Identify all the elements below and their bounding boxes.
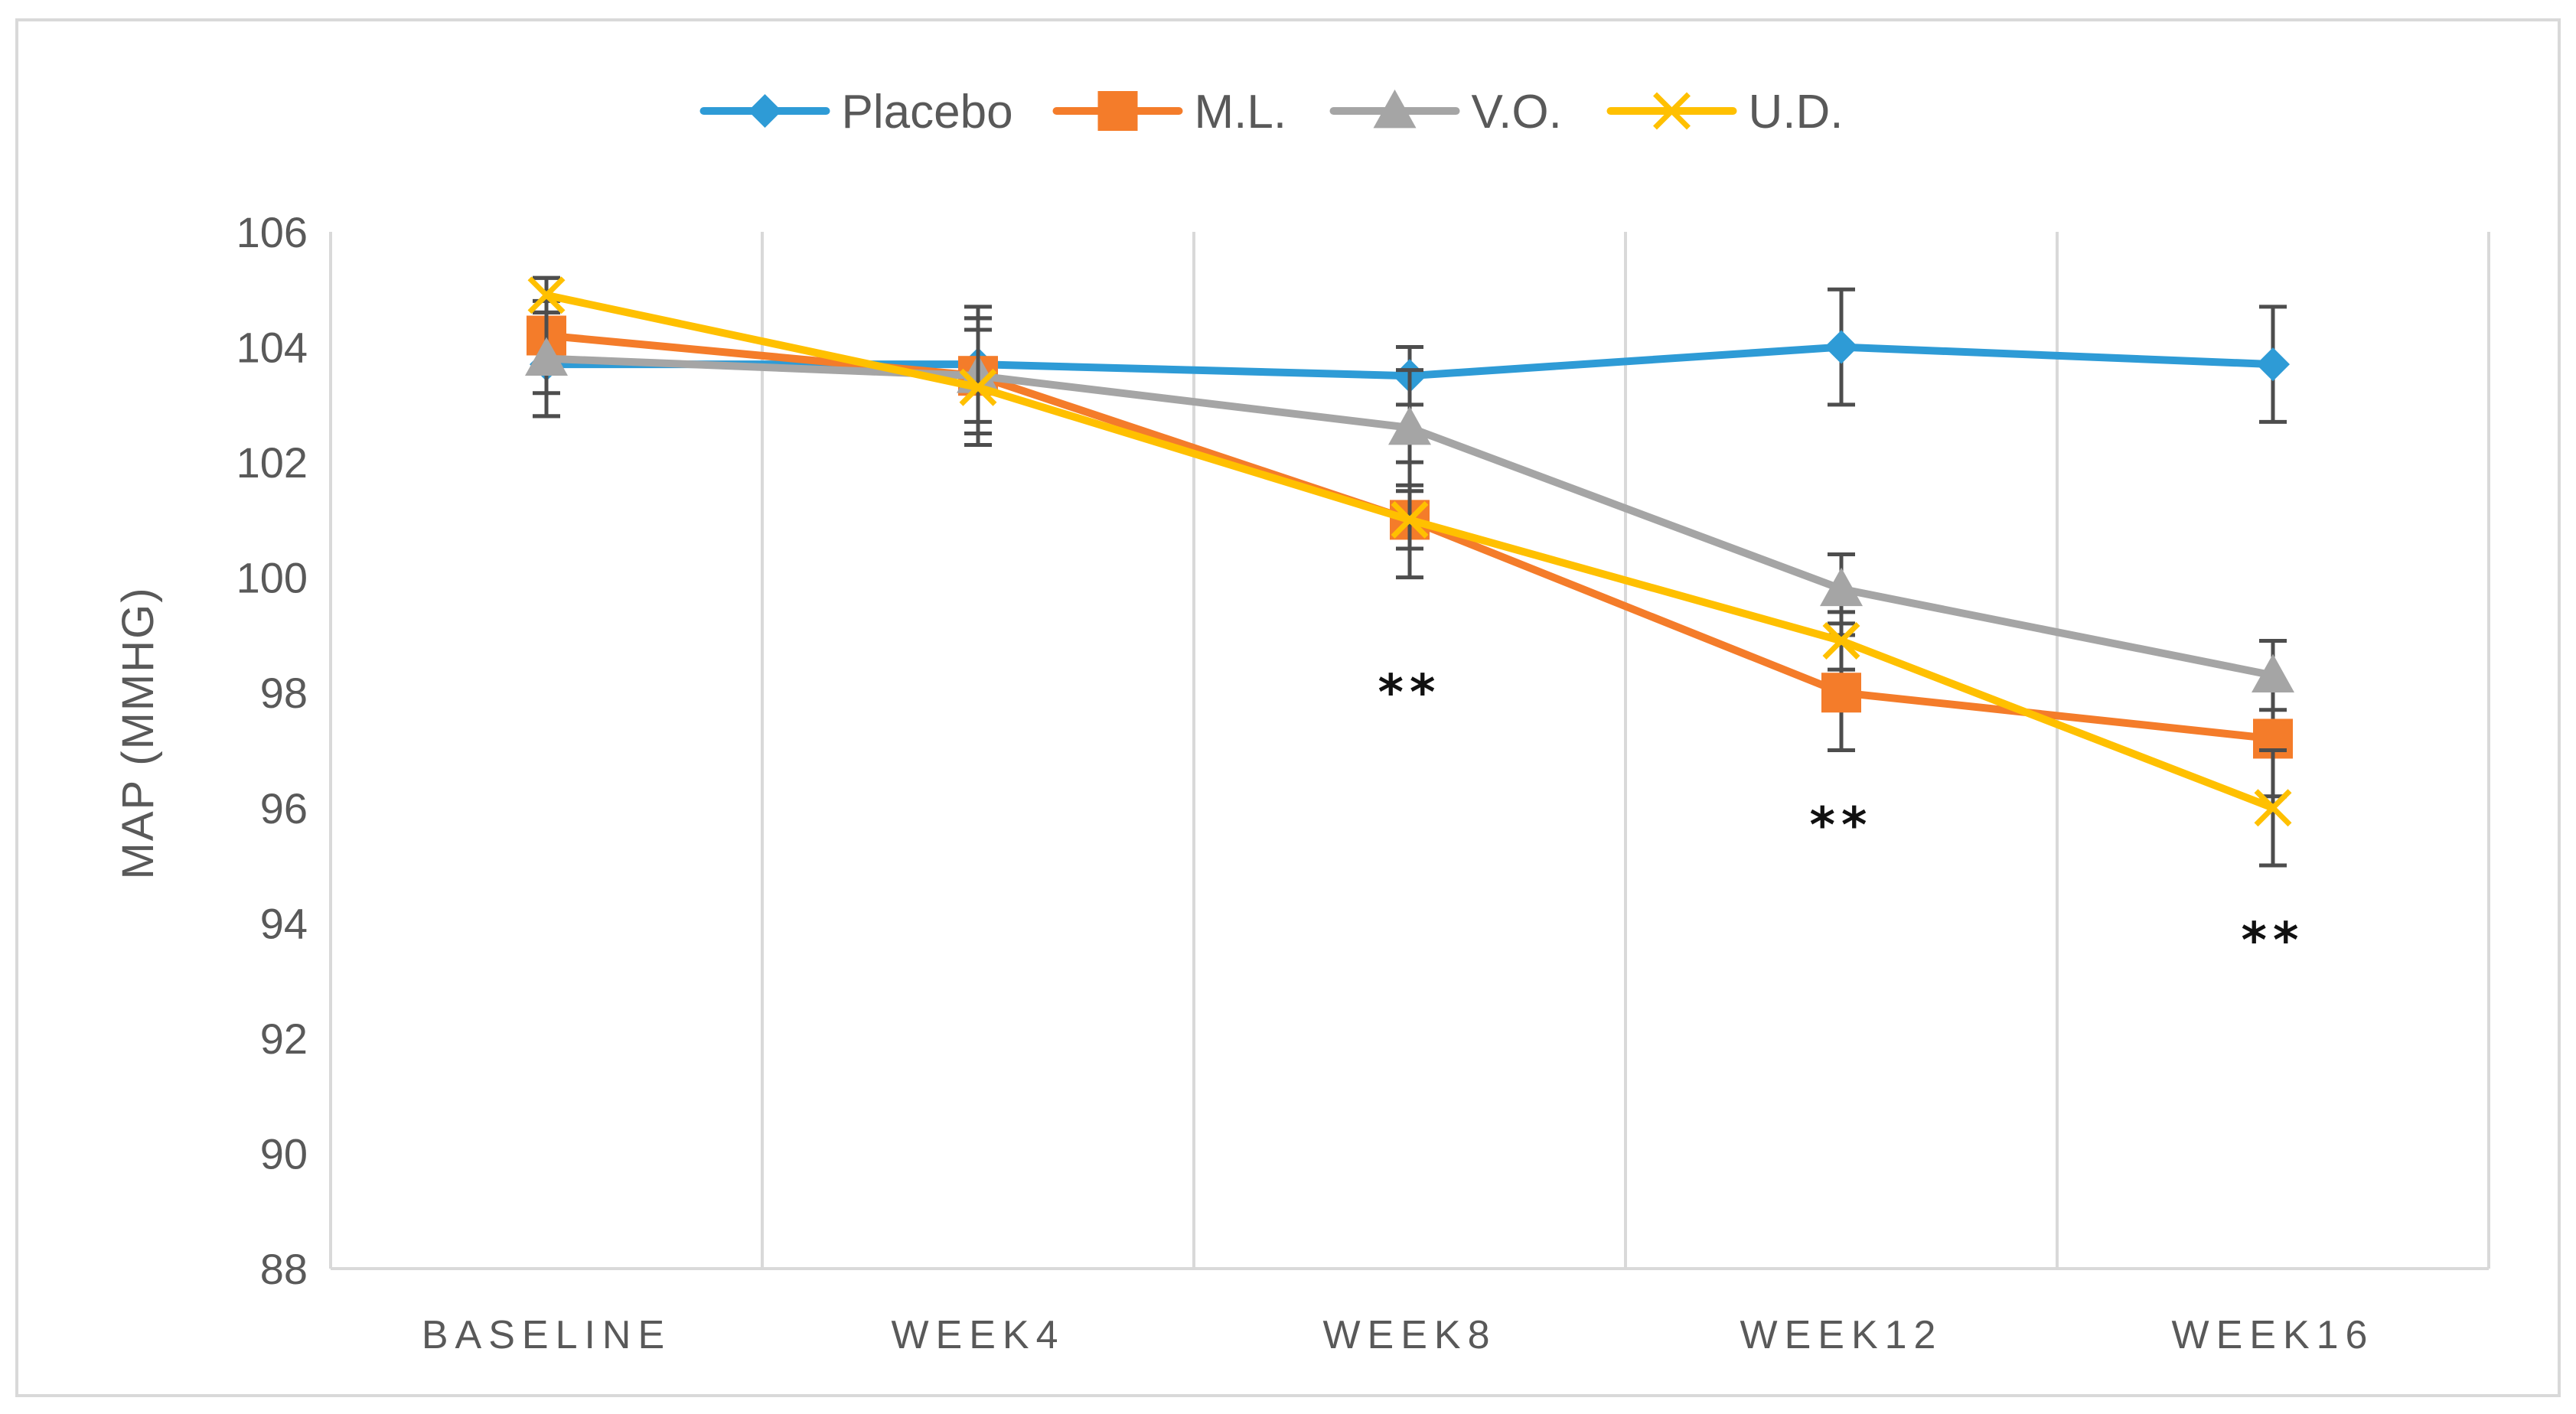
marker-square — [1821, 673, 1861, 713]
marker-diamond — [748, 94, 782, 128]
marker-x — [1391, 500, 1429, 539]
legend-label: Placebo — [842, 86, 1013, 138]
y-axis-ticks: 88 90 92 94 96 98 100 102 104 106 — [236, 208, 308, 1293]
y-tick-label: 98 — [260, 669, 308, 717]
legend: Placebo M.L. V.O. U.D. — [699, 86, 1844, 138]
x-tick-label: WEEK12 — [1740, 1313, 1943, 1357]
x-tick-label: WEEK4 — [891, 1313, 1065, 1357]
marker-triangle — [1388, 406, 1431, 445]
marker-triangle — [2252, 653, 2294, 693]
chart-border — [15, 18, 2561, 1397]
x-tick-label: WEEK16 — [2172, 1313, 2375, 1357]
legend-entry: V.O. — [1329, 86, 1562, 138]
vertical-gridlines — [329, 232, 2490, 1270]
marker-diamond — [1824, 330, 1858, 364]
legend-label: V.O. — [1472, 86, 1562, 138]
significance-marker: ** — [2242, 913, 2305, 969]
x-tick-label: WEEK8 — [1322, 1313, 1496, 1357]
marker-diamond — [2256, 347, 2290, 382]
legend-entry: M.L. — [1052, 86, 1287, 138]
marker-x — [1822, 621, 1860, 660]
significance-marker: ** — [1810, 797, 1873, 854]
y-tick-label: 90 — [260, 1129, 308, 1178]
y-axis-title: MAP (MMHG) — [113, 586, 163, 879]
significance-marker: ** — [1378, 665, 1442, 722]
y-tick-label: 88 — [260, 1245, 308, 1293]
marker-square — [1097, 91, 1138, 131]
y-tick-label: 92 — [260, 1015, 308, 1063]
y-tick-label: 94 — [260, 899, 308, 947]
series-layer — [525, 275, 2294, 868]
y-tick-label: 96 — [260, 784, 308, 832]
significance-annotations: ** ** ** — [1378, 665, 2305, 969]
legend-label: M.L. — [1195, 86, 1287, 138]
y-tick-label: 102 — [236, 438, 308, 487]
marker-triangle — [1820, 567, 1863, 607]
marker-x — [527, 276, 566, 314]
legend-entry: U.D. — [1606, 86, 1844, 138]
legend-entry: Placebo — [699, 86, 1013, 138]
legend-label: U.D. — [1749, 86, 1844, 138]
marker-x — [2254, 789, 2292, 827]
x-tick-label: BASELINE — [422, 1313, 671, 1357]
x-axis-ticks: BASELINE WEEK4 WEEK8 WEEK12 WEEK16 — [422, 1313, 2375, 1357]
y-tick-label: 104 — [236, 324, 308, 372]
marker-x — [1653, 92, 1691, 130]
y-tick-label: 106 — [236, 208, 308, 256]
y-tick-label: 100 — [236, 554, 308, 602]
marker-triangle — [525, 337, 568, 376]
marker-triangle — [1373, 90, 1417, 129]
marker-x — [959, 368, 997, 406]
series-u-d — [527, 275, 2292, 868]
